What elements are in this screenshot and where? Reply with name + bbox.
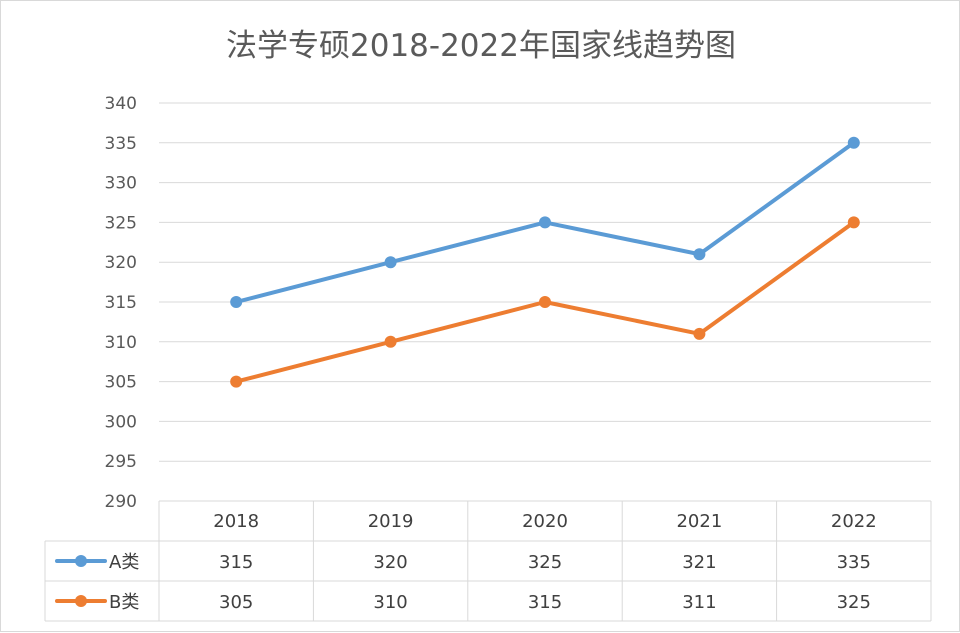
table-value-cell: 310 xyxy=(373,592,407,613)
y-tick-label: 325 xyxy=(105,213,137,233)
data-table: 2018 2019 2020 2021 2022 A类 315 320 325 321 335 B类 3… xyxy=(44,501,932,622)
table-value-cell: 315 xyxy=(528,592,562,613)
data-point xyxy=(847,136,860,149)
y-tick-label: 305 xyxy=(105,373,137,393)
chart-title: 法学专硕2018-2022年国家线趋势图 xyxy=(226,28,736,64)
legend-label: B类 xyxy=(109,592,139,613)
y-tick-label: 340 xyxy=(105,94,137,114)
y-tick-label: 315 xyxy=(105,293,137,313)
series-lines xyxy=(230,136,860,388)
y-tick-label: 335 xyxy=(105,134,137,154)
data-point xyxy=(384,256,397,269)
legend-label: A类 xyxy=(109,552,139,573)
y-axis-tick-labels: 290 295 300 305 310 315 320 325 330 335 340 xyxy=(105,94,137,512)
table-value-cell: 321 xyxy=(682,552,716,573)
table-header-cell: 2019 xyxy=(368,511,414,532)
y-tick-label: 295 xyxy=(105,452,137,472)
data-point xyxy=(693,248,706,261)
legend-key-marker xyxy=(75,595,87,607)
data-point xyxy=(384,335,397,348)
table-value-cell: 320 xyxy=(373,552,407,573)
y-tick-label: 330 xyxy=(105,174,137,194)
table-header-cell: 2022 xyxy=(831,511,877,532)
table-value-cell: 335 xyxy=(837,552,871,573)
table-value-cell: 305 xyxy=(219,592,253,613)
data-point xyxy=(230,296,243,308)
y-tick-label: 320 xyxy=(105,253,137,273)
table-value-cell: 315 xyxy=(219,552,253,573)
y-tick-label: 300 xyxy=(105,412,137,432)
data-point xyxy=(693,327,706,340)
table-header-cell: 2021 xyxy=(676,511,722,532)
table-header-cell: 2020 xyxy=(522,511,568,532)
y-tick-label: 290 xyxy=(105,492,137,512)
legend-key-marker xyxy=(75,555,87,567)
y-tick-label: 310 xyxy=(105,333,137,353)
data-point xyxy=(847,216,860,229)
data-point xyxy=(230,375,243,388)
data-point xyxy=(539,216,551,229)
data-point xyxy=(539,296,551,308)
table-value-cell: 311 xyxy=(682,592,716,613)
table-header-cell: 2018 xyxy=(213,511,259,532)
table-value-cell: 325 xyxy=(837,592,871,613)
table-value-cell: 325 xyxy=(528,552,562,573)
